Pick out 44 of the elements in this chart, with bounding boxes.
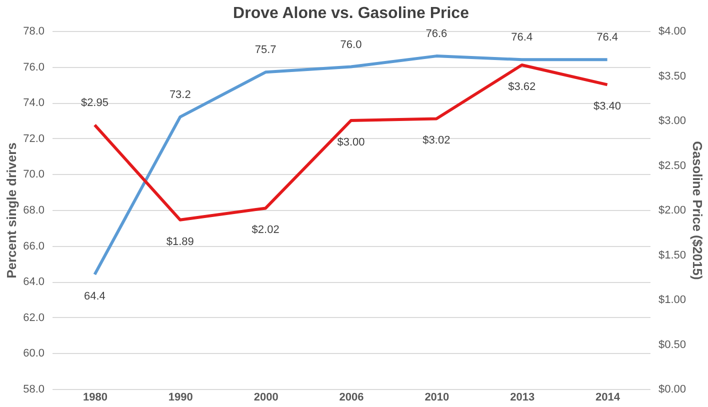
y2-tick-label: $4.00 [658, 26, 686, 38]
x-tick-label: 1980 [82, 392, 108, 404]
data-label: $3.62 [508, 81, 536, 94]
y2-axis-title: Gasoline Price ($2015) [690, 141, 706, 280]
x-tick-label: 2010 [424, 392, 450, 404]
data-label: $1.89 [166, 236, 194, 248]
data-label: $2.02 [252, 224, 280, 236]
y2-tick-label: $3.00 [658, 115, 686, 127]
y2-tick-label: $1.50 [658, 249, 686, 262]
y2-tick-label: $1.00 [658, 294, 686, 306]
data-label: 64.4 [84, 290, 106, 302]
data-label: 76.4 [596, 32, 618, 44]
data-label: 76.4 [511, 32, 533, 44]
x-tick-label: 2000 [254, 392, 278, 404]
chart-title: Drove Alone vs. Gasoline Price [233, 5, 470, 22]
y-tick-label: 62.0 [23, 312, 44, 324]
y2-tick-label: $0.00 [658, 384, 686, 396]
y-tick-label: 60.0 [23, 348, 44, 360]
y-tick-label: 70.0 [23, 168, 44, 181]
x-tick-label: 2006 [339, 392, 364, 404]
y-tick-label: 74.0 [23, 97, 44, 110]
data-label: $2.95 [80, 96, 108, 109]
data-label: $3.00 [337, 136, 365, 148]
y2-tick-label: $3.50 [658, 70, 686, 82]
x-tick-label: 2013 [510, 392, 535, 404]
y-axis-title: Percent single drivers [4, 142, 20, 278]
y-tick-label: 72.0 [23, 132, 44, 145]
data-label: 73.2 [169, 88, 191, 101]
x-tick-label: 2014 [596, 392, 621, 404]
y-tick-label: 58.0 [23, 384, 44, 396]
x-tick-label: 1990 [168, 392, 193, 404]
y2-tick-label: $2.50 [658, 160, 686, 172]
data-label: $3.02 [422, 134, 450, 147]
y2-tick-label: $0.50 [658, 338, 686, 351]
data-label: 76.6 [426, 28, 448, 40]
y-tick-label: 64.0 [23, 276, 44, 288]
y2-tick-label: $2.00 [658, 204, 686, 216]
y-tick-label: 66.0 [23, 240, 44, 252]
data-label: 76.0 [340, 38, 362, 51]
y-tick-label: 76.0 [23, 61, 44, 74]
data-label: $3.40 [594, 100, 622, 113]
data-label: 75.7 [254, 44, 276, 56]
y-tick-label: 68.0 [23, 204, 44, 216]
y-tick-label: 78.0 [23, 26, 44, 38]
